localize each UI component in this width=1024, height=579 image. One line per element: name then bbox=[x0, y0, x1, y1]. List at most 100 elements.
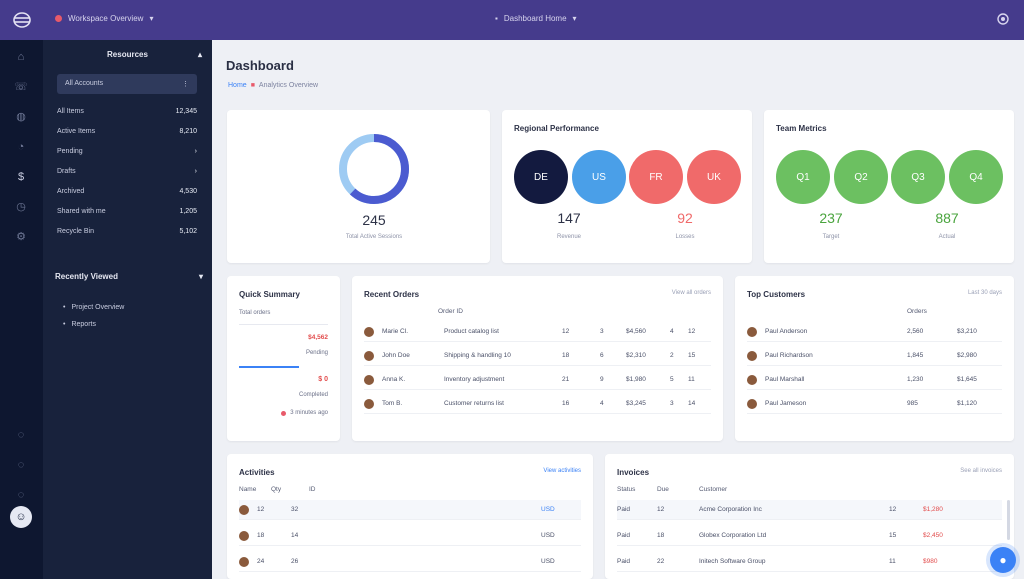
table-row[interactable]: 18 14 USD bbox=[239, 526, 581, 546]
cell: 4 bbox=[670, 328, 674, 335]
summary-value: $ 0 bbox=[318, 376, 328, 383]
sidebar-item[interactable]: Shared with me 1,205 bbox=[57, 208, 197, 215]
stat-label: Target bbox=[822, 234, 840, 240]
clock-icon[interactable]: ◷ bbox=[16, 201, 26, 213]
quarter-circle[interactable]: Q3 bbox=[891, 150, 945, 204]
table-row[interactable]: John Doe Shipping & handling 10 18 6 $2,310 2… bbox=[364, 346, 711, 366]
invoices-card: Invoices See all invoices Status Due Custo… bbox=[605, 454, 1014, 579]
dollar-icon[interactable]: $ bbox=[17, 171, 25, 183]
cell: USD bbox=[541, 532, 555, 539]
table-row[interactable]: Tom B. Customer returns list 16 4 $3,245 3 14 bbox=[364, 394, 711, 414]
column-header: ID bbox=[309, 486, 316, 493]
sidebar-item-count: 5,102 bbox=[179, 228, 197, 235]
cell: 26 bbox=[291, 558, 299, 565]
table-row[interactable]: 12 32 USD bbox=[239, 500, 581, 520]
sidebar-item[interactable]: Pending › bbox=[57, 148, 197, 155]
region-circle[interactable]: DE bbox=[514, 150, 568, 204]
region-circle[interactable]: FR bbox=[629, 150, 683, 204]
period-select[interactable]: Last 30 days bbox=[967, 290, 1002, 296]
sidebar-item[interactable]: All Items 12,345 bbox=[57, 108, 197, 115]
cell: $3,245 bbox=[626, 400, 646, 407]
cell: 14 bbox=[688, 400, 696, 407]
see-all-invoices-link[interactable]: See all invoices bbox=[960, 468, 1002, 474]
cell-name: Paul Marshall bbox=[765, 376, 805, 383]
region-circle[interactable]: US bbox=[572, 150, 626, 204]
table-row[interactable]: 24 26 USD bbox=[239, 552, 581, 572]
avatar bbox=[747, 326, 757, 337]
breadcrumb-home[interactable]: Home bbox=[228, 82, 247, 89]
table-row[interactable]: Paid 22 Initech Software Group 11 $980 bbox=[617, 552, 1002, 572]
quarter-circle[interactable]: Q2 bbox=[834, 150, 888, 204]
cell: 32 bbox=[291, 506, 299, 513]
table-row[interactable]: Paul Marshall 1,230 $1,645 bbox=[747, 370, 1002, 390]
sidebar-item[interactable]: Archived 4,530 bbox=[57, 188, 197, 195]
cell: $3,210 bbox=[957, 328, 977, 335]
page-selector[interactable]: ▪ Dashboard Home ▾ bbox=[495, 14, 577, 23]
chat-icon[interactable]: ☺ bbox=[10, 506, 32, 528]
globe-icon[interactable]: ◍ bbox=[16, 111, 26, 123]
table-row[interactable]: Paid 18 Globex Corporation Ltd 15 $2,450 bbox=[617, 526, 1002, 546]
dot-icon bbox=[281, 410, 287, 416]
card-title: Recent Orders bbox=[364, 290, 420, 299]
settings-icon[interactable] bbox=[996, 12, 1010, 26]
sidebar-section-header[interactable]: Recently Viewed ▾ bbox=[55, 272, 203, 281]
help-chat-icon[interactable]: ● bbox=[990, 547, 1016, 573]
logo-icon[interactable] bbox=[12, 11, 32, 29]
summary-footer: 3 minutes ago bbox=[281, 410, 328, 416]
table-header: Status Due Customer bbox=[617, 486, 1002, 493]
stat-value: 887 bbox=[935, 210, 959, 226]
table-row[interactable]: Marie Cl. Product catalog list 12 3 $4,560 4 1… bbox=[364, 322, 711, 342]
avatar bbox=[747, 374, 757, 385]
cell: $2,980 bbox=[957, 352, 977, 359]
table-row[interactable]: Paul Anderson 2,560 $3,210 bbox=[747, 322, 1002, 342]
sidebar-item-label: Drafts bbox=[57, 168, 76, 175]
sessions-value: 245 bbox=[362, 212, 386, 228]
cell-amount: $980 bbox=[923, 558, 938, 565]
quarter-circle[interactable]: Q4 bbox=[949, 150, 1003, 204]
sidebar-subitem[interactable]: • Project Overview bbox=[63, 304, 124, 311]
user-icon[interactable]: ◌ bbox=[17, 489, 25, 501]
cell: $1,980 bbox=[626, 376, 646, 383]
table-row[interactable]: Anna K. Inventory adjustment 21 9 $1,980 5 11 bbox=[364, 370, 711, 390]
cell: 16 bbox=[562, 400, 570, 407]
cell: 5 bbox=[670, 376, 674, 383]
workspace-switcher[interactable]: Workspace Overview ▾ bbox=[55, 14, 153, 23]
stat-label: Actual bbox=[938, 234, 956, 240]
sidebar-subitem[interactable]: • Reports bbox=[63, 321, 96, 328]
bell-icon[interactable]: ◌ bbox=[17, 429, 25, 441]
home-icon[interactable]: ⌂ bbox=[17, 51, 25, 63]
view-activities-link[interactable]: View activities bbox=[543, 468, 581, 474]
chevron-up-icon[interactable]: ▴ bbox=[197, 50, 202, 59]
table-header: Orders bbox=[747, 308, 1002, 315]
account-select[interactable]: All Accounts ⋮ bbox=[57, 74, 197, 94]
help-icon[interactable]: ◌ bbox=[17, 459, 25, 471]
gear-icon[interactable]: ⚙ bbox=[16, 231, 26, 243]
cell: 3 bbox=[600, 328, 604, 335]
table-row[interactable]: Paul Richardson 1,845 $2,980 bbox=[747, 346, 1002, 366]
summary-value: $4,562 bbox=[308, 334, 328, 341]
sidebar-item-count: 1,205 bbox=[179, 208, 197, 215]
card-title: Top Customers bbox=[747, 290, 806, 299]
scrollbar[interactable] bbox=[1007, 500, 1010, 540]
sidebar-item-count: 12,345 bbox=[175, 108, 197, 115]
quarter-circle[interactable]: Q1 bbox=[776, 150, 830, 204]
sidebar-item[interactable]: Drafts › bbox=[57, 168, 197, 175]
chart-icon[interactable]: ◔ bbox=[17, 141, 25, 153]
table-row[interactable]: Paul Jameson 985 $1,120 bbox=[747, 394, 1002, 414]
sessions-label: Total Active Sessions bbox=[345, 234, 403, 240]
summary-value: Completed bbox=[298, 392, 328, 398]
table-header: Order ID bbox=[364, 308, 711, 315]
table-row[interactable]: Paid 12 Acme Corporation Inc 12 $1,280 bbox=[617, 500, 1002, 520]
activities-card: Activities View activities Name Qty ID 12 3… bbox=[227, 454, 593, 579]
phone-icon[interactable]: ☏ bbox=[14, 81, 28, 93]
table-header: Name Qty ID bbox=[239, 486, 581, 493]
page-title: Dashboard bbox=[226, 58, 294, 73]
sidebar-item[interactable]: Recycle Bin 5,102 bbox=[57, 228, 197, 235]
team-card: Team Metrics Q1 Q2 Q3 Q4 237 Target 887 … bbox=[764, 110, 1014, 263]
column-header: Status bbox=[617, 486, 636, 493]
sidebar-item[interactable]: Active Items 8,210 bbox=[57, 128, 197, 135]
region-circle[interactable]: UK bbox=[687, 150, 741, 204]
cell: 2,560 bbox=[907, 328, 924, 335]
cell: 14 bbox=[291, 532, 299, 539]
view-all-link[interactable]: View all orders bbox=[671, 290, 711, 296]
